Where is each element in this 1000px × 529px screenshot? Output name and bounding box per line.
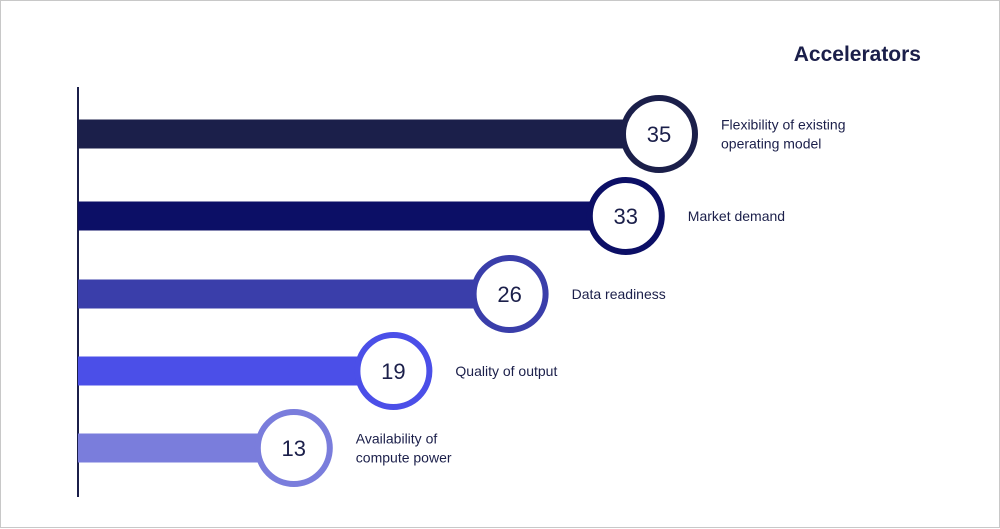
bar [78,356,394,386]
category-label: Flexibility of existing operating model [721,117,846,152]
category-label-line: Market demand [688,208,785,224]
category-label: Data readiness [572,286,666,302]
bar [78,201,626,231]
value-label: 35 [647,122,671,147]
value-circle [354,332,433,410]
category-label-line: compute power [356,450,452,466]
value-circle [254,409,333,487]
category-label-line: Quality of output [455,363,557,379]
category-label-line: operating model [721,136,821,152]
value-label: 13 [282,436,306,461]
category-label: Market demand [688,208,785,224]
value-label: 26 [497,282,521,307]
value-circle [470,255,549,333]
bar [78,119,659,149]
category-label-line: Flexibility of existing [721,117,846,133]
bar-marks: 35 Flexibility of existing operating model… [78,95,846,487]
category-label-line: Availability of [356,431,438,447]
value-circle [586,177,665,255]
category-label-line: Data readiness [572,286,666,302]
category-label: Availability of compute power [356,431,452,466]
value-label: 19 [381,359,405,384]
value-circle [620,95,698,173]
value-label: 33 [614,204,638,229]
chart-title: Accelerators [793,43,921,66]
bar [78,279,510,309]
category-label: Quality of output [455,363,557,379]
